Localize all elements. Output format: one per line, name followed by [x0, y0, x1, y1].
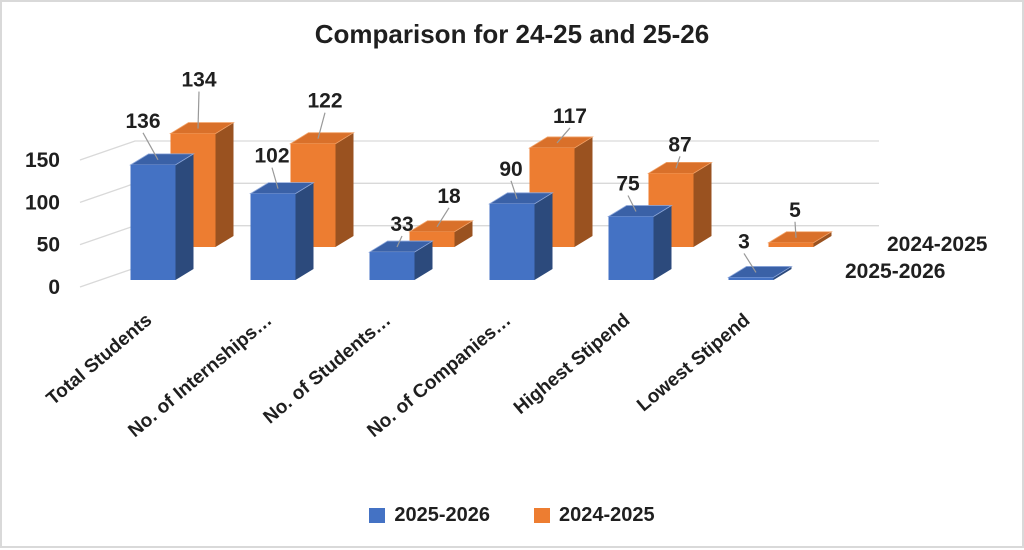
data-label: 75	[616, 173, 640, 196]
bar-2025-2026-lowest-stipend	[727, 266, 793, 280]
depth-axis-label-2025-2026: 2025-2026	[845, 260, 945, 283]
data-label: 117	[553, 105, 587, 128]
data-label: 33	[390, 213, 413, 236]
gridline	[79, 267, 136, 288]
legend-swatch-2024-2025	[534, 508, 550, 523]
leader-line	[317, 112, 326, 139]
data-label: 90	[499, 158, 522, 181]
data-label: 18	[437, 185, 461, 208]
data-label: 87	[668, 133, 691, 156]
bar-2025-2026-no-of-internships	[249, 182, 315, 280]
bar-2024-2025-lowest-stipend	[767, 231, 833, 247]
data-label: 122	[307, 90, 342, 113]
category-label-lowest-stipend: Lowest Stipend	[633, 310, 754, 416]
gridline	[79, 140, 879, 161]
legend-item-2024-2025: 2024-2025	[534, 504, 655, 527]
leader-line	[271, 167, 279, 189]
y-axis-label: 50	[37, 234, 60, 257]
y-axis-label: 150	[25, 149, 60, 172]
leader-line	[197, 91, 200, 129]
leader-line	[675, 156, 681, 169]
legend: 2025-2026 2024-2025	[2, 504, 1022, 527]
bar-2025-2026-no-of-students	[368, 240, 434, 280]
category-label-total-students: Total Students	[43, 310, 157, 410]
bar-2025-2026-total-students	[129, 153, 195, 280]
legend-label-2024-2025: 2024-2025	[559, 504, 655, 526]
leader-line	[396, 235, 403, 248]
data-label: 136	[125, 110, 160, 133]
leader-line	[794, 221, 797, 238]
bar-2025-2026-no-of-companies	[488, 192, 554, 280]
data-label: 3	[738, 230, 750, 253]
legend-item-2025-2026: 2025-2026	[369, 504, 490, 527]
chart-title: Comparison for 24-25 and 25-26	[314, 19, 710, 49]
legend-label-2025-2026: 2025-2026	[394, 504, 490, 526]
leader-line	[436, 207, 450, 228]
depth-axis-label-2024-2025: 2024-2025	[887, 233, 988, 256]
legend-swatch-2025-2026	[369, 508, 386, 523]
category-label-no-of-students: No. of Students…	[260, 310, 396, 429]
data-label: 134	[181, 69, 216, 92]
category-label-highest-stipend: Highest Stipend	[510, 310, 634, 419]
leader-line	[743, 253, 757, 273]
bar-2025-2026-highest-stipend	[607, 205, 673, 280]
y-axis-label: 0	[48, 276, 60, 299]
leader-line	[556, 127, 571, 144]
leader-line	[510, 180, 518, 199]
data-label: 102	[254, 145, 289, 168]
y-axis-label: 100	[25, 191, 60, 214]
leader-line	[142, 132, 159, 161]
leader-line	[627, 195, 637, 212]
data-label: 5	[789, 199, 801, 222]
